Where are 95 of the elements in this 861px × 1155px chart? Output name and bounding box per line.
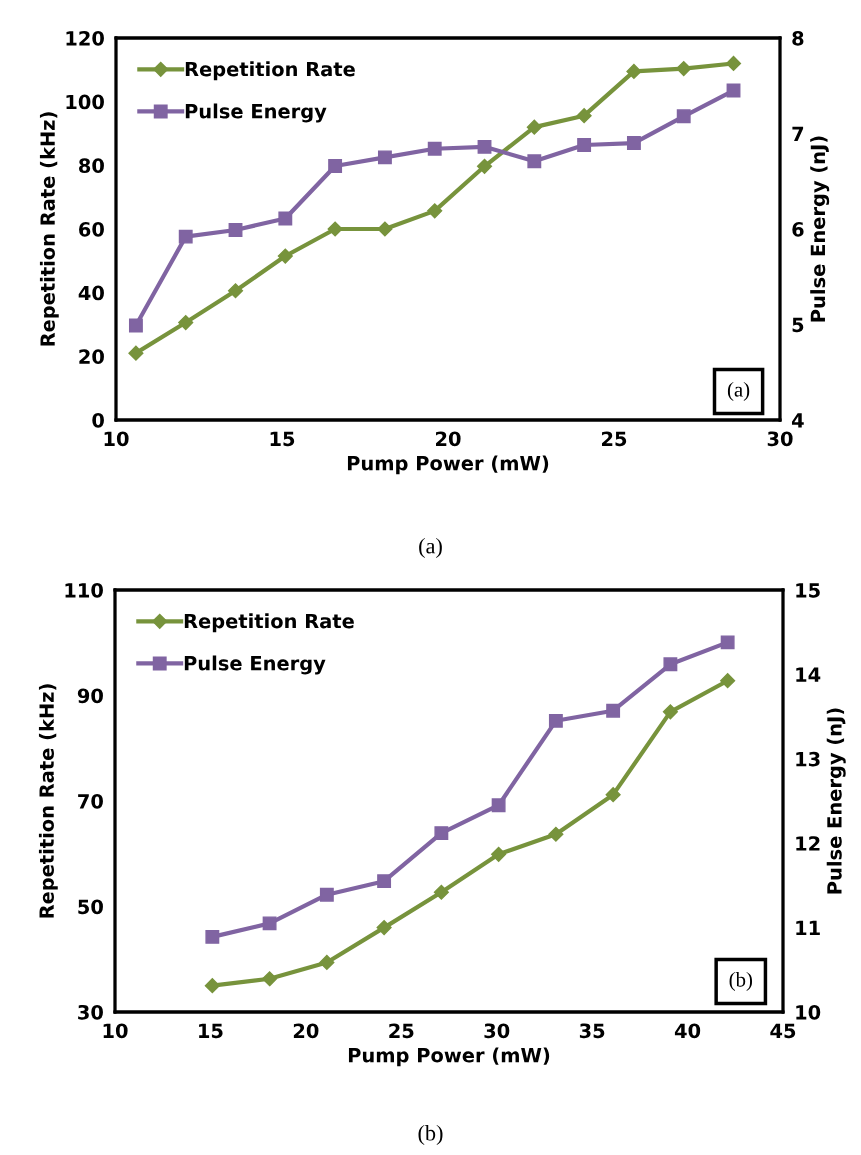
x-tick-label: 35 bbox=[579, 1023, 605, 1039]
y2-tick-label: 12 bbox=[796, 836, 820, 851]
text: (b) bbox=[418, 1124, 443, 1146]
point bbox=[433, 884, 449, 900]
point bbox=[720, 635, 735, 650]
y-tick-label: 30 bbox=[78, 1004, 103, 1020]
point bbox=[319, 887, 334, 902]
x-tick-label: 20 bbox=[293, 1023, 319, 1039]
y2-tick-label: 10 bbox=[796, 1004, 821, 1020]
y-tick-label: 0 bbox=[92, 412, 104, 428]
y2-tick-label: 15 bbox=[796, 583, 820, 598]
x-tick-label: 25 bbox=[389, 1023, 414, 1039]
point bbox=[227, 283, 244, 299]
point bbox=[427, 203, 443, 219]
point bbox=[606, 703, 621, 718]
point bbox=[178, 229, 193, 244]
point bbox=[278, 211, 293, 226]
y2-tick-label: 4 bbox=[791, 413, 804, 428]
y-tick-label: 20 bbox=[79, 349, 104, 364]
y-tick-label: 110 bbox=[65, 582, 103, 598]
point bbox=[427, 141, 442, 156]
y2-tick-label: 5 bbox=[792, 317, 804, 333]
legend-label: Pulse Energy bbox=[185, 103, 327, 123]
y2-tick-label: 6 bbox=[792, 221, 804, 237]
point bbox=[262, 916, 277, 931]
y2-tick-label: 8 bbox=[792, 30, 804, 46]
y2-tick-label: 7 bbox=[792, 126, 804, 141]
point bbox=[376, 920, 392, 936]
annotation: (b) bbox=[729, 972, 753, 991]
point bbox=[626, 136, 641, 150]
point bbox=[720, 673, 736, 689]
x-axis-title: Pump Power (mW) bbox=[347, 455, 549, 475]
point bbox=[128, 318, 143, 333]
x-tick-label: 30 bbox=[767, 431, 793, 447]
point bbox=[377, 874, 392, 889]
point bbox=[491, 846, 507, 862]
point bbox=[663, 657, 678, 672]
y-tick-label: 100 bbox=[66, 94, 104, 110]
point bbox=[327, 221, 343, 237]
x-tick-label: 20 bbox=[436, 431, 461, 447]
x-tick-label: 10 bbox=[103, 1023, 128, 1039]
point bbox=[228, 223, 243, 237]
point bbox=[725, 55, 742, 72]
y-tick-label: 120 bbox=[66, 30, 104, 46]
y2-tick-label: 13 bbox=[796, 751, 820, 767]
point bbox=[319, 954, 335, 970]
text: (a) bbox=[419, 537, 442, 559]
point bbox=[576, 108, 592, 124]
point bbox=[477, 139, 492, 154]
legend-label: Pulse Energy bbox=[184, 655, 326, 675]
point bbox=[328, 159, 343, 173]
point bbox=[676, 60, 692, 77]
point bbox=[178, 315, 194, 331]
y-axis-title: Repetition Rate (kHz) bbox=[39, 112, 59, 346]
point bbox=[262, 971, 278, 987]
y2-axis-title: Pulse Energy (nJ) bbox=[826, 708, 846, 894]
x-axis-title: Pump Power (mW) bbox=[348, 1047, 550, 1067]
y-tick-label: 80 bbox=[79, 158, 104, 173]
point bbox=[491, 798, 506, 813]
point bbox=[205, 929, 220, 944]
legend-label: Repetition Rate bbox=[184, 613, 354, 633]
point bbox=[204, 978, 220, 994]
y-tick-label: 60 bbox=[79, 221, 104, 237]
x-tick-label: 30 bbox=[484, 1023, 510, 1039]
point bbox=[626, 63, 642, 79]
x-tick-label: 25 bbox=[602, 431, 627, 447]
point bbox=[277, 248, 293, 264]
point bbox=[605, 787, 621, 803]
y2-tick-label: 11 bbox=[796, 920, 820, 935]
point bbox=[526, 119, 542, 135]
y-tick-label: 70 bbox=[78, 793, 103, 809]
y2-axis-title: Pulse Energy (nJ) bbox=[810, 136, 830, 322]
annotation: (a) bbox=[727, 382, 750, 401]
y-tick-label: 40 bbox=[78, 285, 104, 301]
x-tick-label: 15 bbox=[270, 431, 295, 447]
y-axis-title: Repetition Rate (kHz) bbox=[38, 684, 58, 918]
x-tick-label: 45 bbox=[770, 1023, 796, 1039]
x-tick-label: 15 bbox=[199, 1023, 223, 1039]
legend-label: Repetition Rate bbox=[185, 61, 355, 81]
point bbox=[662, 704, 678, 720]
x-tick-label: 40 bbox=[674, 1023, 701, 1039]
point bbox=[527, 154, 542, 169]
point bbox=[128, 345, 144, 361]
point bbox=[548, 713, 563, 728]
point bbox=[476, 158, 493, 174]
y-tick-label: 50 bbox=[78, 899, 103, 915]
point bbox=[377, 221, 393, 237]
point bbox=[377, 150, 392, 165]
point bbox=[548, 826, 564, 842]
x-tick-label: 10 bbox=[104, 431, 129, 447]
point bbox=[577, 138, 592, 152]
y-tick-label: 90 bbox=[77, 688, 103, 704]
point bbox=[676, 109, 691, 124]
point bbox=[434, 826, 449, 841]
y2-tick-label: 14 bbox=[796, 667, 821, 682]
